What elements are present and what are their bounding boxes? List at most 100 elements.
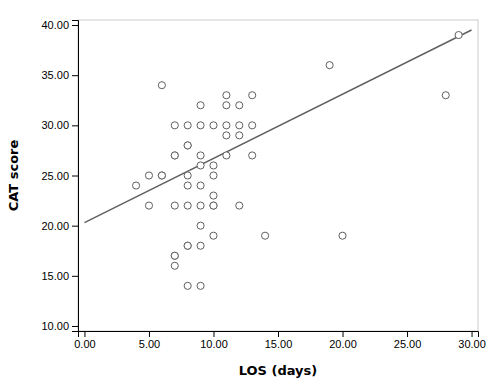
tick-mark bbox=[72, 25, 78, 26]
regression-line bbox=[84, 30, 471, 223]
tick-mark bbox=[72, 326, 78, 327]
tick-label: 25.00 bbox=[394, 338, 422, 350]
tick-label: 35.00 bbox=[41, 69, 69, 81]
y-axis-title: CAT score bbox=[6, 140, 21, 212]
tick-mark bbox=[149, 331, 150, 337]
point bbox=[132, 182, 139, 189]
tick: 30.00 bbox=[458, 331, 486, 350]
point bbox=[262, 232, 269, 239]
tick-label: 25.00 bbox=[41, 170, 69, 182]
chart: 0.00 5.00 10.00 15.00 20.00 25.00 30.00 10.00 15… bbox=[0, 0, 500, 389]
tick: 15.00 bbox=[41, 270, 78, 282]
point bbox=[197, 122, 204, 129]
point bbox=[236, 202, 243, 209]
axis-line bbox=[72, 21, 79, 332]
point bbox=[442, 92, 449, 99]
point bbox=[210, 122, 217, 129]
point bbox=[197, 282, 204, 289]
point bbox=[171, 252, 178, 259]
point bbox=[158, 172, 165, 179]
point bbox=[236, 102, 243, 109]
point bbox=[171, 152, 178, 159]
x-axis-title: LOS (days) bbox=[239, 363, 318, 378]
tick-label: 40.00 bbox=[41, 19, 69, 31]
tick-label: 15.00 bbox=[41, 270, 69, 282]
point bbox=[184, 142, 191, 149]
point bbox=[236, 132, 243, 139]
tick-mark bbox=[407, 331, 408, 337]
tick-mark bbox=[84, 331, 85, 337]
point bbox=[171, 202, 178, 209]
marks bbox=[84, 30, 471, 289]
tick-mark bbox=[278, 331, 279, 337]
x-axis: 0.00 5.00 10.00 15.00 20.00 25.00 30.00 bbox=[74, 331, 486, 350]
point bbox=[184, 242, 191, 249]
tick-label: 10.00 bbox=[200, 338, 228, 350]
point bbox=[158, 172, 165, 179]
tick: 40.00 bbox=[41, 19, 78, 31]
tick-mark bbox=[72, 276, 78, 277]
tick-label: 5.00 bbox=[139, 338, 160, 350]
tick-label: 10.00 bbox=[41, 320, 69, 332]
tick-label: 20.00 bbox=[41, 220, 69, 232]
plot-frame bbox=[78, 20, 478, 331]
tick-mark bbox=[472, 331, 473, 337]
point bbox=[223, 102, 230, 109]
tick: 5.00 bbox=[139, 331, 160, 350]
point bbox=[197, 242, 204, 249]
point bbox=[210, 202, 217, 209]
tick-label: 20.00 bbox=[329, 338, 357, 350]
point bbox=[210, 172, 217, 179]
point bbox=[197, 202, 204, 209]
point bbox=[197, 152, 204, 159]
tick-mark bbox=[72, 75, 78, 76]
point bbox=[171, 262, 178, 269]
tick-mark bbox=[72, 226, 78, 227]
point bbox=[326, 62, 333, 69]
tick-label: 15.00 bbox=[265, 338, 293, 350]
tick: 15.00 bbox=[265, 331, 293, 350]
point bbox=[145, 172, 152, 179]
tick-label: 30.00 bbox=[41, 119, 69, 131]
chart-container: 0.00 5.00 10.00 15.00 20.00 25.00 30.00 10.00 15… bbox=[0, 0, 500, 389]
tick: 25.00 bbox=[394, 331, 422, 350]
point bbox=[184, 122, 191, 129]
point bbox=[210, 202, 217, 209]
point bbox=[223, 122, 230, 129]
point bbox=[171, 122, 178, 129]
tick-label: 0.00 bbox=[74, 338, 95, 350]
point bbox=[197, 162, 204, 169]
tick-mark bbox=[213, 331, 214, 337]
point bbox=[210, 232, 217, 239]
point bbox=[184, 182, 191, 189]
tick: 30.00 bbox=[41, 119, 78, 131]
point bbox=[145, 202, 152, 209]
point bbox=[184, 282, 191, 289]
tick-mark bbox=[343, 331, 344, 337]
tick-mark bbox=[72, 125, 78, 126]
plot-area: 0.00 5.00 10.00 15.00 20.00 25.00 30.00 10.00 15… bbox=[41, 19, 485, 350]
tick: 0.00 bbox=[74, 331, 95, 350]
point bbox=[455, 31, 462, 38]
point bbox=[249, 92, 256, 99]
point bbox=[184, 202, 191, 209]
point bbox=[223, 152, 230, 159]
point bbox=[210, 162, 217, 169]
point bbox=[184, 142, 191, 149]
point bbox=[184, 242, 191, 249]
tick: 10.00 bbox=[200, 331, 228, 350]
point bbox=[210, 192, 217, 199]
point bbox=[249, 152, 256, 159]
tick-mark bbox=[72, 176, 78, 177]
point bbox=[197, 222, 204, 229]
point bbox=[223, 92, 230, 99]
point bbox=[197, 182, 204, 189]
y-axis: 10.00 15.00 20.00 25.00 30.00 35.00 40.00 bbox=[41, 19, 78, 332]
tick: 10.00 bbox=[41, 320, 78, 332]
point bbox=[223, 132, 230, 139]
point bbox=[184, 172, 191, 179]
tick: 20.00 bbox=[329, 331, 357, 350]
point bbox=[158, 82, 165, 89]
point bbox=[339, 232, 346, 239]
point bbox=[249, 122, 256, 129]
